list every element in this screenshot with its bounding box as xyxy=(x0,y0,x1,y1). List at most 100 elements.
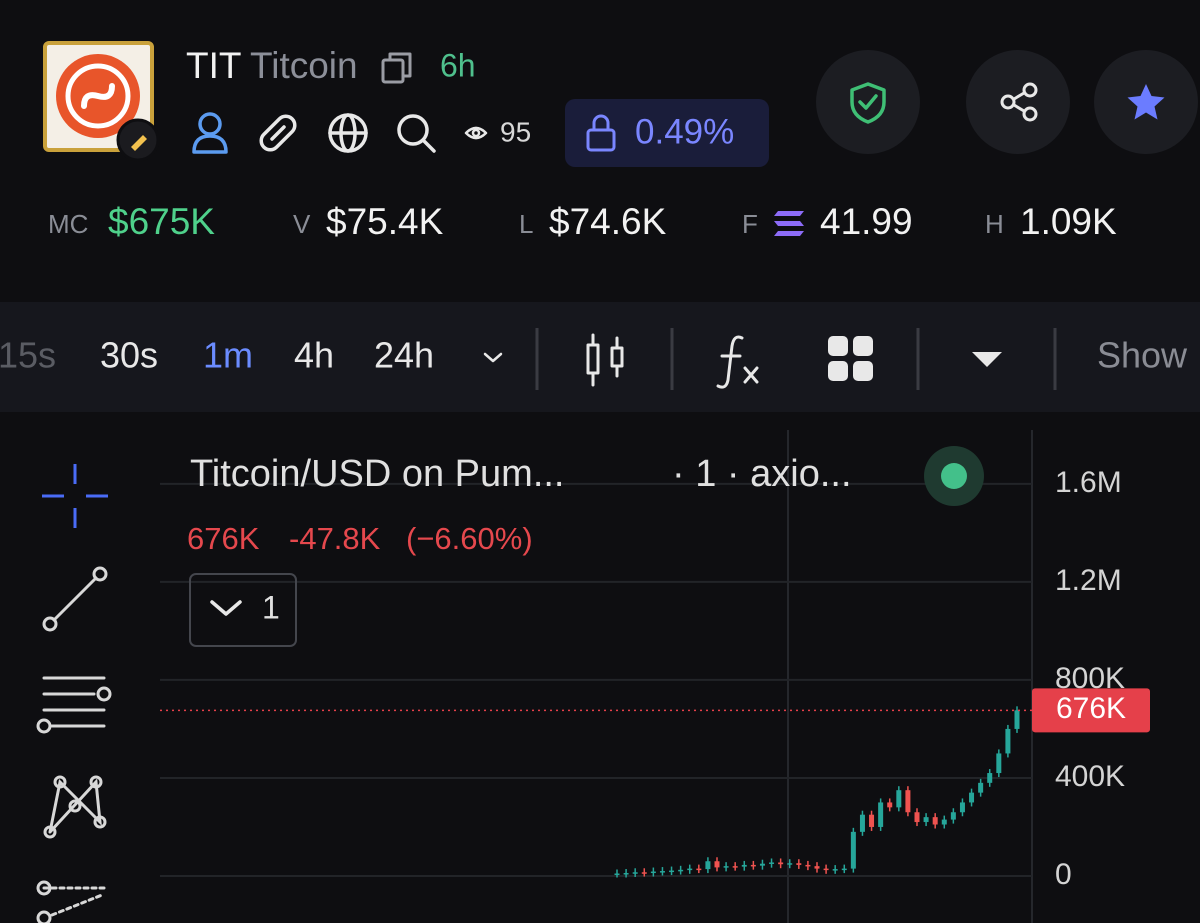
eye-icon xyxy=(464,126,488,140)
candle-body xyxy=(941,819,947,825)
candle-body xyxy=(641,872,647,874)
candle-body xyxy=(759,863,765,866)
show-button[interactable]: Show xyxy=(1097,335,1188,376)
token-logo[interactable] xyxy=(43,41,160,162)
legend-price: 676K xyxy=(187,521,260,556)
timeframe-more[interactable] xyxy=(483,352,503,363)
stats-row: MC $675K V $75.4K L $74.6K F 41.99 H 1.09K xyxy=(48,201,1117,242)
candle-body xyxy=(1005,728,1011,754)
candle-body xyxy=(859,814,865,832)
candle-body xyxy=(841,868,847,871)
status-dot xyxy=(941,463,967,489)
candle-body xyxy=(850,831,856,869)
candle-body xyxy=(723,866,729,868)
share-icon xyxy=(1000,82,1038,122)
chart-interval: · 1 · axio... xyxy=(672,453,852,495)
candle-body xyxy=(950,812,956,820)
candle-body xyxy=(987,773,993,783)
timeframe-button[interactable]: 30s xyxy=(100,335,158,376)
candle-body xyxy=(632,872,638,874)
indicators-icon[interactable] xyxy=(716,335,759,389)
price-label: 676K xyxy=(1056,692,1126,725)
trendline-tool[interactable] xyxy=(42,566,108,632)
share-button[interactable] xyxy=(966,50,1070,154)
token-symbol: TIT xyxy=(186,45,241,86)
crosshair-tool[interactable] xyxy=(42,464,108,528)
candle-body xyxy=(1014,710,1020,729)
toolbar xyxy=(0,302,1200,412)
solana-icon xyxy=(774,211,804,236)
candle-body xyxy=(705,861,711,870)
y-tick-label: 400K xyxy=(1055,760,1125,793)
candle-body xyxy=(787,863,793,865)
lock-icon xyxy=(586,114,616,152)
link-icon[interactable] xyxy=(257,112,298,153)
legend-change: -47.8K xyxy=(289,521,381,556)
copy-icon[interactable] xyxy=(381,52,412,84)
indicator-toggle[interactable] xyxy=(189,573,297,647)
candle-body xyxy=(896,790,902,808)
legend-percent: (−6.60%) xyxy=(406,521,533,556)
chart-title: Titcoin/USD on Pum... xyxy=(190,453,565,495)
candle-body xyxy=(905,790,911,813)
candle-body xyxy=(923,817,929,823)
layout-icon[interactable] xyxy=(828,336,873,381)
candle-body xyxy=(769,862,775,864)
candle-body xyxy=(669,870,675,873)
candle-body xyxy=(823,868,829,871)
candle-body xyxy=(914,812,920,823)
candle-body xyxy=(714,861,720,868)
dropdown-icon[interactable] xyxy=(972,352,1002,367)
candle-body xyxy=(614,873,620,876)
indicator-count: 1 xyxy=(262,589,280,625)
price-label-box xyxy=(1032,688,1150,733)
projection-tool[interactable] xyxy=(36,880,106,923)
token-age: 6h xyxy=(440,47,476,83)
stat-value: 41.99 xyxy=(820,201,913,242)
watchers-count: 95 xyxy=(500,116,531,147)
stat-value: $75.4K xyxy=(326,201,444,242)
audit-button[interactable] xyxy=(816,50,920,154)
candle-body xyxy=(814,866,820,869)
y-tick-label: 0 xyxy=(1055,858,1072,891)
website-icon[interactable] xyxy=(328,113,368,153)
candle-body xyxy=(978,782,984,793)
timeframe-button[interactable]: 4h xyxy=(294,335,334,376)
candle-type-icon[interactable] xyxy=(586,333,624,387)
star-icon xyxy=(1127,84,1165,120)
fib-tool[interactable] xyxy=(36,676,112,734)
candle-body xyxy=(869,814,875,827)
candle-body xyxy=(887,802,893,808)
candle-body xyxy=(678,869,684,872)
lock-pill[interactable] xyxy=(565,99,769,167)
stat-label: F xyxy=(742,209,758,239)
candle-body xyxy=(969,792,975,803)
token-name: Titcoin xyxy=(250,45,358,86)
candle-body xyxy=(750,864,756,867)
candle-body xyxy=(959,802,965,813)
candle-body xyxy=(659,871,665,873)
y-tick-label: 1.2M xyxy=(1055,564,1122,597)
candle-body xyxy=(741,864,747,867)
candle-body xyxy=(878,802,884,827)
timeframes: 15s 30s 1m 4h 24h xyxy=(0,335,434,376)
timeframe-button[interactable]: 15s xyxy=(0,335,56,376)
timeframe-button[interactable]: 1m xyxy=(203,335,253,376)
stat-value: 1.09K xyxy=(1020,201,1117,242)
candle-body xyxy=(623,873,629,875)
candle-body xyxy=(996,753,1002,774)
stat-label: H xyxy=(985,209,1004,239)
search-icon[interactable] xyxy=(397,114,436,153)
candle-body xyxy=(687,868,693,871)
dev-icon[interactable] xyxy=(192,112,228,154)
stat-label: MC xyxy=(48,209,88,239)
candle-body xyxy=(832,869,838,871)
candle-body xyxy=(732,866,738,868)
pattern-tool[interactable] xyxy=(43,775,107,839)
timeframe-button[interactable]: 24h xyxy=(374,335,434,376)
candle-body xyxy=(778,862,784,865)
stat-value: $74.6K xyxy=(549,201,667,242)
